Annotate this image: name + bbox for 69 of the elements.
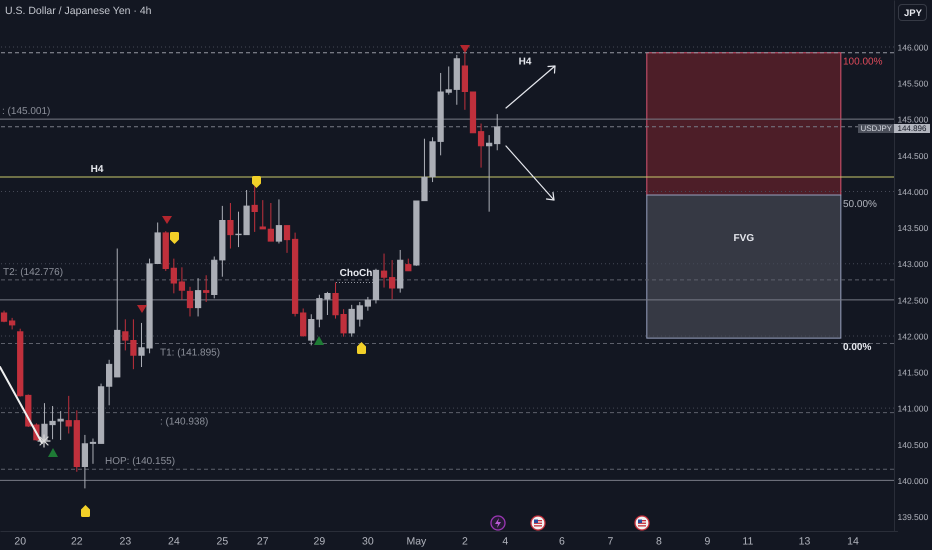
y-axis-title: JPY bbox=[904, 8, 923, 19]
ref-line-label: T1: (141.895) bbox=[160, 348, 220, 359]
x-tick-label: 20 bbox=[14, 536, 26, 548]
x-tick-label: 23 bbox=[119, 536, 132, 548]
ref-line-label: : (145.001) bbox=[2, 106, 50, 118]
x-tick-label: 2 bbox=[462, 536, 468, 548]
candlestick bbox=[340, 308, 347, 338]
x-tick-label: May bbox=[406, 536, 428, 548]
x-tick-label: 30 bbox=[362, 536, 374, 548]
x-tick-label: 13 bbox=[798, 536, 810, 548]
candlestick bbox=[58, 410, 64, 440]
x-tick-label: 8 bbox=[656, 536, 662, 548]
annotation: 100.00% bbox=[843, 56, 883, 68]
x-tick-label: 11 bbox=[742, 536, 754, 548]
candlestick bbox=[138, 322, 145, 368]
annotation: ChoCh bbox=[340, 268, 372, 280]
y-tick-label: 140.500 bbox=[898, 440, 928, 450]
candlestick bbox=[194, 278, 202, 317]
y-tick-label: 142.000 bbox=[898, 331, 928, 342]
ref-line-label: H4 bbox=[90, 164, 104, 175]
candlestick bbox=[421, 138, 428, 202]
candlestick bbox=[186, 286, 194, 317]
x-tick-label: 22 bbox=[70, 536, 83, 548]
y-tick-label: 139.500 bbox=[898, 512, 928, 522]
y-tick-label: 145.000 bbox=[898, 114, 928, 125]
candlestick bbox=[203, 274, 210, 302]
x-tick-label: 7 bbox=[607, 536, 614, 548]
y-tick-label: 144.500 bbox=[898, 150, 928, 161]
y-tick-label: 143.500 bbox=[898, 223, 928, 234]
x-tick-label: 9 bbox=[704, 536, 711, 548]
x-tick-label: 6 bbox=[558, 536, 565, 548]
y-tick-label: 146.000 bbox=[898, 42, 928, 52]
y-tick-label: 144.000 bbox=[898, 186, 928, 197]
x-tick-label: 29 bbox=[314, 536, 326, 548]
candlestick bbox=[332, 282, 339, 320]
annotation: 0.00% bbox=[843, 342, 872, 354]
y-tick-label: 141.500 bbox=[898, 368, 928, 378]
annotation: 50.00% bbox=[843, 199, 878, 210]
chart-title: U.S. Dollar / Japanese Yen · 4h bbox=[5, 5, 152, 17]
candlestick bbox=[178, 266, 186, 300]
candlestick bbox=[478, 123, 484, 168]
x-tick-label: 14 bbox=[847, 536, 859, 548]
y-tick-label: 140.000 bbox=[898, 476, 928, 486]
ref-line-label: T2: (142.776) bbox=[3, 266, 64, 278]
candlestick bbox=[276, 198, 282, 244]
y-tick-label: 142.500 bbox=[898, 295, 928, 306]
candlestick bbox=[82, 434, 88, 489]
candlestick bbox=[235, 211, 242, 248]
x-tick-label: 27 bbox=[256, 536, 269, 548]
candlestick bbox=[49, 406, 56, 440]
y-tick-label: 141.000 bbox=[898, 404, 928, 414]
candlestick bbox=[90, 438, 96, 464]
ref-line-label: HOP: (140.155) bbox=[105, 456, 176, 468]
candlestick bbox=[227, 202, 234, 250]
y-tick-label: 143.000 bbox=[898, 259, 928, 270]
candlestick bbox=[388, 260, 396, 300]
candlestick bbox=[284, 224, 290, 254]
y-tick-label: 145.500 bbox=[898, 78, 928, 89]
x-tick-label: 24 bbox=[168, 536, 180, 548]
ref-line-label: : (140.938) bbox=[160, 416, 208, 428]
x-tick-label: 4 bbox=[502, 536, 508, 548]
candlestick bbox=[405, 258, 412, 272]
candlestick bbox=[380, 253, 388, 288]
ref-line-label: H4 bbox=[518, 56, 532, 68]
ref-line-label: USDJPY bbox=[858, 124, 894, 133]
candlestick bbox=[9, 317, 16, 330]
candlestick bbox=[324, 291, 331, 316]
x-tick-label: 25 bbox=[216, 536, 228, 548]
band-label: FVG bbox=[734, 232, 754, 244]
